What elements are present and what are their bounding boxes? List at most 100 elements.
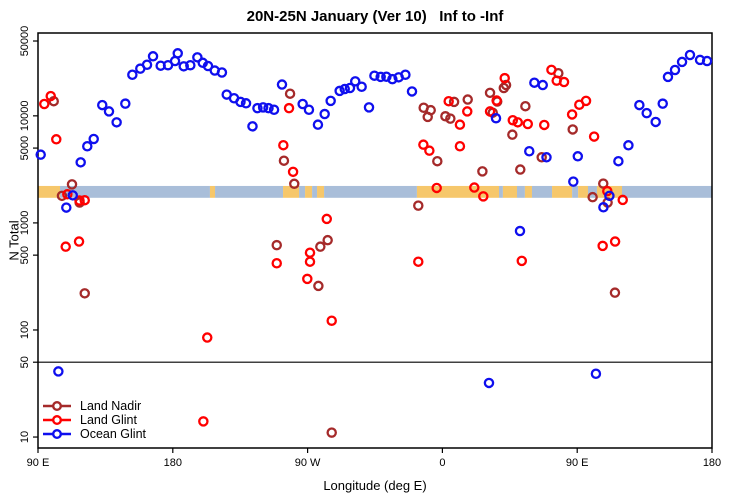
data-point-ocean-glint [387, 73, 398, 85]
data-point-ocean-glint [537, 79, 549, 91]
y-tick-label: 10000 [19, 101, 31, 132]
data-point-ocean-glint [185, 59, 196, 71]
x-tick-label: 90 E [27, 457, 50, 469]
data-point-ocean-glint [67, 190, 78, 201]
map-band-segment-ocean [215, 185, 284, 198]
data-point-ocean-glint [97, 99, 108, 111]
map-band-segment-land [209, 185, 216, 198]
map-band-segment-land [416, 185, 500, 198]
data-point-land-glint [499, 72, 510, 84]
data-point-ocean-glint [634, 99, 645, 111]
x-tick-label: 90 W [295, 457, 321, 469]
y-tick-label: 1000 [19, 211, 31, 235]
data-point-land-glint [326, 315, 337, 326]
data-point-land-glint [302, 273, 313, 285]
data-point-land-glint [546, 64, 557, 76]
data-point-land-glint [39, 98, 50, 110]
ocean-glint-marker-icon [43, 429, 71, 439]
data-point-ocean-glint [319, 108, 330, 120]
data-point-land-glint [507, 114, 519, 126]
data-point-land-glint [512, 117, 523, 128]
y-tick-label: 50 [19, 356, 31, 368]
legend: Land Nadir Land Glint Ocean Glint [42, 400, 146, 440]
data-point-ocean-glint [344, 82, 356, 94]
data-point-land-glint [62, 189, 73, 200]
data-point-land-glint [522, 118, 534, 130]
data-point-land-glint [198, 416, 209, 427]
data-point-ocean-glint [263, 102, 274, 114]
map-band-segment-land [552, 185, 573, 198]
data-point-land-glint [45, 90, 56, 102]
data-point-ocean-glint [514, 225, 526, 237]
y-tick-label: 5000 [19, 136, 31, 160]
land-glint-marker-icon [43, 415, 71, 425]
data-point-ocean-glint [325, 95, 336, 107]
map-band-segment-land [524, 185, 532, 198]
data-point-ocean-glint [400, 69, 411, 81]
data-point-ocean-glint [82, 141, 93, 152]
data-point-ocean-glint [268, 104, 280, 116]
data-point-land-nadir [425, 104, 436, 116]
map-band-segment-ocean [299, 185, 306, 198]
data-point-ocean-glint [483, 377, 495, 389]
land-nadir-marker-icon [43, 401, 71, 411]
plot-border [37, 32, 713, 449]
data-point-land-glint [491, 95, 502, 106]
data-point-land-nadir [536, 152, 547, 163]
data-point-land-nadir [462, 94, 473, 105]
data-point-land-glint [484, 106, 496, 117]
data-point-ocean-glint [604, 190, 615, 202]
data-point-land-glint [443, 95, 454, 107]
data-point-land-glint [558, 76, 570, 88]
data-point-land-glint [271, 257, 282, 269]
data-point-land-glint [73, 236, 85, 247]
data-point-land-nadir [66, 179, 78, 190]
data-point-land-glint [609, 236, 621, 247]
map-band-segment-land [283, 185, 300, 198]
legend-label: Land Nadir [80, 399, 142, 413]
data-point-ocean-glint [641, 107, 652, 119]
data-point-land-nadir [313, 280, 324, 292]
map-band-segment-land [38, 185, 61, 198]
legend-item-land-nadir: Land Nadir [42, 400, 146, 412]
map-band-segment-ocean [621, 185, 712, 198]
data-point-land-glint [538, 119, 550, 131]
data-point-ocean-glint [120, 98, 131, 109]
data-point-land-glint [478, 191, 489, 202]
data-point-ocean-glint [147, 51, 159, 62]
data-point-land-nadir [507, 129, 518, 140]
data-point-ocean-glint [524, 145, 535, 157]
x-tick-label: 90 E [566, 457, 589, 469]
map-band-segment-ocean [572, 185, 579, 198]
data-point-land-glint [454, 141, 466, 152]
data-point-land-glint [469, 182, 480, 193]
data-point-land-glint [431, 182, 442, 194]
data-point-ocean-glint [127, 69, 138, 81]
data-point-land-nadir [477, 166, 488, 177]
data-point-land-nadir [432, 155, 443, 167]
map-band-segment-land [317, 185, 325, 198]
data-point-land-nadir [484, 87, 496, 99]
data-point-land-nadir [515, 164, 526, 175]
data-point-ocean-glint [297, 98, 308, 110]
data-point-ocean-glint [172, 48, 183, 59]
data-point-land-glint [413, 256, 424, 267]
data-point-ocean-glint [247, 121, 258, 132]
data-point-ocean-glint [490, 112, 502, 124]
data-point-land-nadir [322, 234, 333, 246]
data-point-ocean-glint [103, 106, 115, 117]
data-point-land-nadir [520, 100, 531, 112]
x-axis-label: Longitude (deg E) [323, 478, 427, 493]
data-point-land-glint [74, 195, 85, 206]
data-point-ocean-glint [235, 96, 246, 108]
data-point-land-nadir [56, 190, 68, 202]
data-point-land-glint [418, 139, 429, 150]
data-point-ocean-glint [240, 98, 252, 109]
data-point-land-nadir [271, 239, 282, 251]
data-point-land-nadir [326, 427, 337, 438]
data-point-ocean-glint [406, 86, 418, 97]
data-point-land-glint [617, 194, 628, 206]
y-tick-label: 50000 [19, 26, 31, 57]
data-point-land-glint [201, 332, 213, 343]
